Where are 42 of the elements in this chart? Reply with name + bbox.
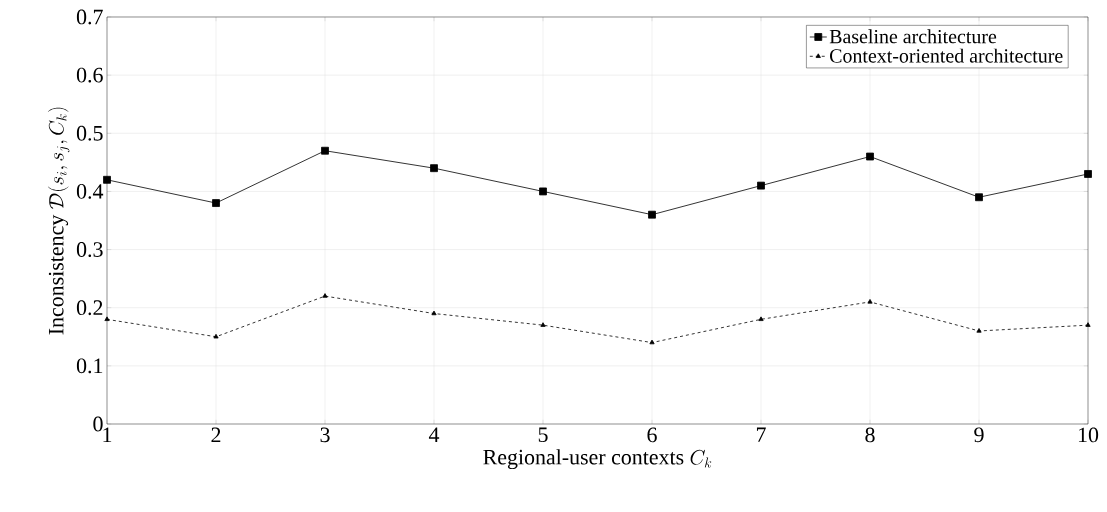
y-tick-label: 0.3 <box>76 242 103 258</box>
point <box>321 146 329 155</box>
y-tick-label: 0.2 <box>76 300 103 316</box>
point <box>430 164 438 173</box>
x-tick-label: 2 <box>211 427 221 443</box>
point <box>322 293 328 298</box>
legend-label: Baseline architecture <box>829 29 997 44</box>
point <box>757 181 765 190</box>
point <box>867 299 873 304</box>
y-tick-label: 0.6 <box>76 67 103 83</box>
point <box>540 322 546 327</box>
point <box>431 310 437 316</box>
y-tick-label: 0.5 <box>76 125 103 141</box>
legend-label: Context-oriented architecture <box>830 48 1063 63</box>
point <box>648 210 656 219</box>
point <box>104 316 110 321</box>
y-tick-label: 0.4 <box>76 183 104 199</box>
point <box>1085 322 1091 327</box>
y-tick-label: 0.7 <box>76 9 103 25</box>
point <box>649 339 655 345</box>
y-axis-title: $\mbox{Inconsistency } \mathcal{D}(s_i,s_j,C_k)$ <box>47 107 70 335</box>
point <box>213 333 219 339</box>
point <box>212 199 220 207</box>
point <box>758 316 764 321</box>
point <box>1084 170 1092 178</box>
x-tick-label: 3 <box>320 427 330 443</box>
x-tick-label: 10 <box>1078 427 1099 443</box>
x-tick-label: 7 <box>756 427 766 442</box>
point <box>539 187 547 196</box>
y-tick-label: 0 <box>93 416 103 432</box>
x-tick-label: 1 <box>103 427 112 442</box>
point <box>975 193 983 202</box>
x-tick-label: 9 <box>974 427 984 443</box>
x-tick-label: 4 <box>428 427 440 442</box>
x-tick-label: 6 <box>647 427 657 443</box>
x-tick-label: 5 <box>538 427 548 443</box>
point <box>976 328 982 333</box>
x-axis-title: $\mbox{Regional-user contexts } C_k$ <box>483 449 712 470</box>
x-tick-label: 8 <box>865 427 875 443</box>
y-tick-label: 0.1 <box>76 358 103 374</box>
point <box>866 152 874 161</box>
point <box>103 175 111 184</box>
